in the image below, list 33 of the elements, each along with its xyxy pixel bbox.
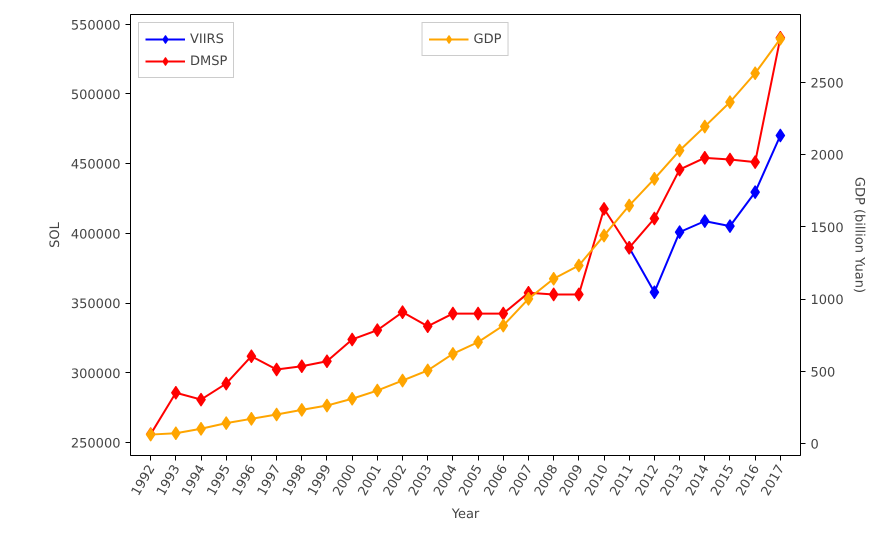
- y-tick-label: 350000: [70, 297, 121, 312]
- point: [422, 363, 433, 378]
- y-tick-label: 250000: [70, 436, 121, 452]
- y-tick-label: 450000: [70, 158, 121, 173]
- point: [221, 376, 232, 391]
- point: [422, 319, 433, 334]
- y-tick-label: 500000: [70, 88, 121, 103]
- point: [221, 416, 232, 430]
- y2-tick-label: 2500: [810, 76, 844, 92]
- point: [725, 152, 735, 166]
- point: [498, 318, 508, 333]
- y2-tick-label: 500: [810, 365, 836, 380]
- legend-label: VIIRS: [190, 32, 224, 46]
- legend-label: GDP: [474, 32, 502, 46]
- x-axis-title: Year: [450, 507, 480, 522]
- point: [347, 332, 357, 346]
- point: [624, 198, 634, 213]
- y-axis-title: SOL: [48, 221, 63, 248]
- legend-label: DMSP: [190, 54, 228, 68]
- y2-tick-label: 0: [810, 438, 819, 453]
- y2-tick-label: 1500: [810, 220, 844, 236]
- point: [498, 306, 508, 321]
- point: [700, 214, 710, 228]
- point: [700, 120, 710, 134]
- y2-axis-title: GDP (billion Yuan): [852, 176, 867, 294]
- y2-tick-label: 2000: [810, 148, 844, 164]
- point: [296, 402, 307, 417]
- y-tick-label: 550000: [70, 18, 121, 34]
- point: [296, 359, 307, 374]
- point: [700, 150, 710, 165]
- y-tick-label: 400000: [70, 227, 121, 242]
- y-tick-label: 300000: [70, 366, 121, 382]
- y2-tick-label: 1000: [810, 293, 844, 308]
